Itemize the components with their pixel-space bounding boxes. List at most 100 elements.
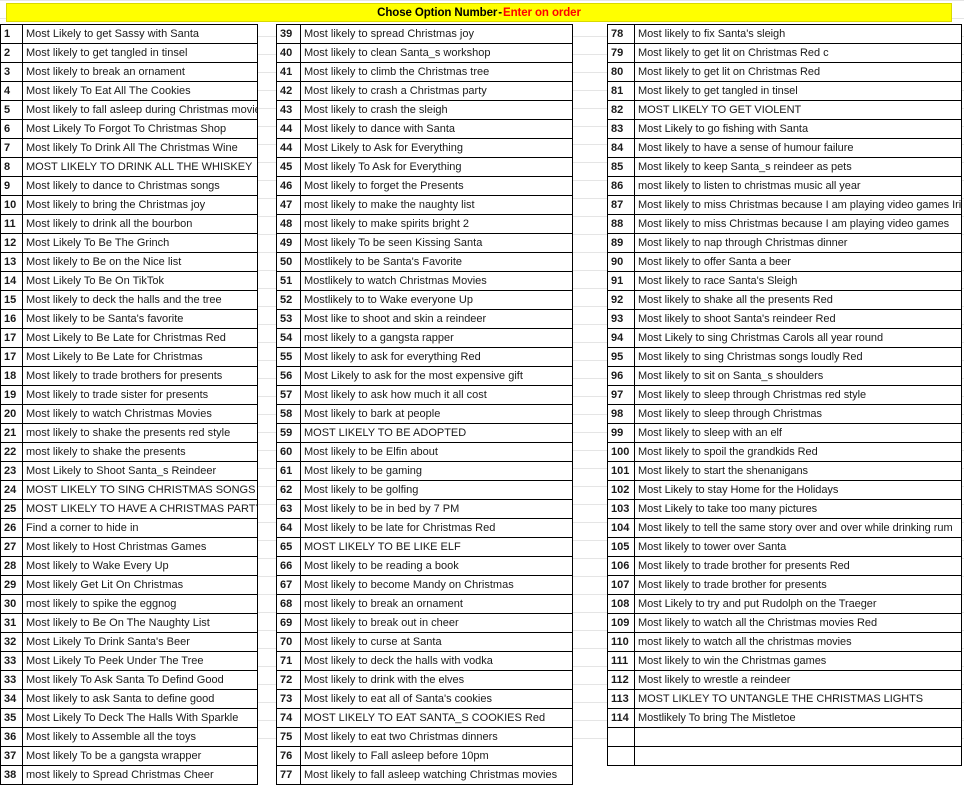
option-row[interactable]: 44 Most Likely to Ask for Everything [276, 138, 573, 158]
option-number-cell[interactable]: 25 [0, 499, 23, 519]
option-text-cell[interactable]: Most Likely to Be Late for Christmas [22, 347, 258, 367]
option-text-cell[interactable]: Most Likely To Be The Grinch [22, 233, 258, 253]
option-row[interactable]: 110 most likely to watch all the christma… [607, 632, 962, 652]
option-row[interactable]: 76 Most likely to Fall asleep before 10pm [276, 746, 573, 766]
option-number-cell[interactable]: 58 [276, 404, 301, 424]
option-number-cell[interactable]: 47 [276, 195, 301, 215]
option-row[interactable]: 89 Most likely to nap through Christmas d… [607, 233, 962, 253]
option-number-cell[interactable]: 22 [0, 442, 23, 462]
option-number-cell[interactable]: 39 [276, 24, 301, 44]
option-text-cell[interactable]: most likely to make spirits bright 2 [300, 214, 573, 234]
option-number-cell[interactable]: 75 [276, 727, 301, 747]
option-number-cell[interactable]: 100 [607, 442, 635, 462]
option-row[interactable]: 54 most likely to a gangsta rapper [276, 328, 573, 348]
option-number-cell[interactable]: 23 [0, 461, 23, 481]
option-row[interactable]: 53 Most like to shoot and skin a reindeer [276, 309, 573, 329]
option-row[interactable]: 88 Most likely to miss Christmas because … [607, 214, 962, 234]
option-row[interactable]: 92 Most likely to shake all the presents … [607, 290, 962, 310]
option-row[interactable]: 29 Most likely Get Lit On Christmas [0, 575, 258, 595]
option-text-cell[interactable]: Most likely to Wake Every Up [22, 556, 258, 576]
option-number-cell[interactable]: 48 [276, 214, 301, 234]
option-text-cell[interactable]: Mostlikely to be Santa's Favorite [300, 252, 573, 272]
option-number-cell[interactable]: 71 [276, 651, 301, 671]
option-row[interactable]: 97 Most likely to sleep through Christmas… [607, 385, 962, 405]
option-number-cell[interactable]: 70 [276, 632, 301, 652]
option-row[interactable]: 93 Most likely to shoot Santa's reindeer … [607, 309, 962, 329]
option-row[interactable]: 14 Most Likely To Be On TikTok [0, 271, 258, 291]
option-number-cell[interactable]: 94 [607, 328, 635, 348]
option-number-cell[interactable]: 93 [607, 309, 635, 329]
option-number-cell[interactable]: 17 [0, 347, 23, 367]
option-text-cell[interactable]: Most likely to be Santa's favorite [22, 309, 258, 329]
option-number-cell[interactable]: 30 [0, 594, 23, 614]
option-row[interactable]: 114 Mostlikely To bring The Mistletoe [607, 708, 962, 728]
option-row[interactable]: 90 Most likely to offer Santa a beer [607, 252, 962, 272]
option-text-cell[interactable]: Most likely to break out in cheer [300, 613, 573, 633]
option-text-cell[interactable] [634, 746, 962, 766]
option-number-cell[interactable]: 16 [0, 309, 23, 329]
option-text-cell[interactable]: Most likely to have a sense of humour fa… [634, 138, 962, 158]
option-text-cell[interactable]: Most likely to drink all the bourbon [22, 214, 258, 234]
option-number-cell[interactable]: 95 [607, 347, 635, 367]
option-number-cell[interactable]: 14 [0, 271, 23, 291]
option-row[interactable]: 83 Most Likely to go fishing with Santa [607, 119, 962, 139]
option-number-cell[interactable]: 8 [0, 157, 23, 177]
option-number-cell[interactable]: 86 [607, 176, 635, 196]
option-row[interactable]: 34 Most likely to ask Santa to define goo… [0, 689, 258, 709]
option-text-cell[interactable]: Most likely to trade sister for presents [22, 385, 258, 405]
option-text-cell[interactable]: MOST LIKELY TO GET VIOLENT [634, 100, 962, 120]
option-row[interactable]: 82 MOST LIKELY TO GET VIOLENT [607, 100, 962, 120]
option-number-cell[interactable]: 6 [0, 119, 23, 139]
option-number-cell[interactable]: 43 [276, 100, 301, 120]
option-number-cell[interactable]: 102 [607, 480, 635, 500]
option-text-cell[interactable]: Most Likely To Deck The Halls With Spark… [22, 708, 258, 728]
option-number-cell[interactable]: 65 [276, 537, 301, 557]
option-number-cell[interactable]: 113 [607, 689, 635, 709]
option-text-cell[interactable]: Most likely to ask Santa to define good [22, 689, 258, 709]
option-text-cell[interactable]: MOST LIKELY TO HAVE A CHRISTMAS PARTY [22, 499, 258, 519]
option-row[interactable]: 105 Most likely to tower over Santa [607, 537, 962, 557]
option-number-cell[interactable]: 79 [607, 43, 635, 63]
option-row[interactable]: 73 Most likely to eat all of Santa's cook… [276, 689, 573, 709]
option-row[interactable]: 96 Most likely to sit on Santa_s shoulder… [607, 366, 962, 386]
option-text-cell[interactable]: Most likely to Fall asleep before 10pm [300, 746, 573, 766]
option-text-cell[interactable]: Mostlikely to watch Christmas Movies [300, 271, 573, 291]
option-row[interactable]: 62 Most likely to be golfing [276, 480, 573, 500]
option-text-cell[interactable]: Most likely to bring the Christmas joy [22, 195, 258, 215]
option-number-cell[interactable]: 67 [276, 575, 301, 595]
option-text-cell[interactable]: Most Likely to go fishing with Santa [634, 119, 962, 139]
option-number-cell[interactable]: 110 [607, 632, 635, 652]
option-number-cell[interactable]: 91 [607, 271, 635, 291]
option-number-cell[interactable]: 103 [607, 499, 635, 519]
option-text-cell[interactable]: Most likely to get lit on Christmas Red … [634, 43, 962, 63]
option-row[interactable]: 87 Most likely to miss Christmas because … [607, 195, 962, 215]
option-row[interactable]: 26 Find a corner to hide in [0, 518, 258, 538]
option-row[interactable]: 27 Most likely to Host Christmas Games [0, 537, 258, 557]
option-number-cell[interactable]: 96 [607, 366, 635, 386]
option-number-cell[interactable]: 74 [276, 708, 301, 728]
option-row[interactable]: 67 Most likely to become Mandy on Christm… [276, 575, 573, 595]
option-row[interactable]: 8 MOST LIKELY TO DRINK ALL THE WHISKEY [0, 157, 258, 177]
option-row[interactable]: 104 Most likely to tell the same story ov… [607, 518, 962, 538]
option-row[interactable]: 10 Most likely to bring the Christmas joy [0, 195, 258, 215]
option-row[interactable]: 6 Most Likely To Forgot To Christmas Shop [0, 119, 258, 139]
option-number-cell[interactable]: 50 [276, 252, 301, 272]
option-row[interactable]: 23 Most Likely to Shoot Santa_s Reindeer [0, 461, 258, 481]
option-text-cell[interactable]: Most likely to spoil the grandkids Red [634, 442, 962, 462]
option-text-cell[interactable]: Most likely to start the shenanigans [634, 461, 962, 481]
option-text-cell[interactable]: Find a corner to hide in [22, 518, 258, 538]
option-number-cell[interactable]: 59 [276, 423, 301, 443]
option-row[interactable]: 4 Most likely To Eat All The Cookies [0, 81, 258, 101]
option-text-cell[interactable]: Most likely To be seen Kissing Santa [300, 233, 573, 253]
option-text-cell[interactable]: Most likely to eat all of Santa's cookie… [300, 689, 573, 709]
option-row[interactable]: 42 Most likely to crash a Christmas party [276, 81, 573, 101]
option-text-cell[interactable]: Most likely to sleep with an elf [634, 423, 962, 443]
option-row[interactable]: 79 Most likely to get lit on Christmas Re… [607, 43, 962, 63]
option-row[interactable]: 81 Most likely to get tangled in tinsel [607, 81, 962, 101]
option-text-cell[interactable]: Most likely to sit on Santa_s shoulders [634, 366, 962, 386]
option-row[interactable]: 20 Most likely to watch Christmas Movies [0, 404, 258, 424]
option-row[interactable]: 49 Most likely To be seen Kissing Santa [276, 233, 573, 253]
option-number-cell[interactable]: 77 [276, 765, 301, 785]
option-number-cell[interactable]: 35 [0, 708, 23, 728]
option-text-cell[interactable]: MOST LIKELY TO DRINK ALL THE WHISKEY [22, 157, 258, 177]
